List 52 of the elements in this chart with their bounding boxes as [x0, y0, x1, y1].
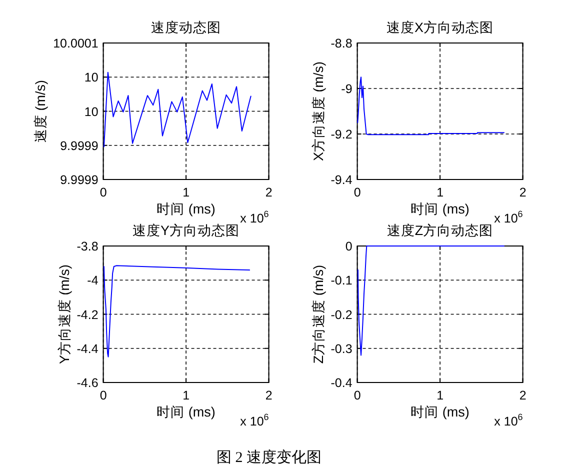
x-tick-label: 2	[519, 186, 526, 200]
y-tick-label: -9.2	[330, 128, 352, 142]
y-tick-label: -4.6	[76, 376, 98, 390]
y-tick-label: -0.1	[330, 274, 352, 288]
y-tick-label: -9	[341, 82, 352, 96]
x-tick-label: 2	[265, 388, 272, 402]
x-tick-label: 1	[436, 186, 444, 200]
chart-title: 速度动态图	[151, 20, 222, 35]
text: x 10$^{6}$	[240, 208, 269, 226]
x-axis-title: 时间 (ms)	[156, 202, 216, 216]
y-tick-label: -8.8	[330, 36, 352, 50]
x-tick-label: 1	[182, 186, 190, 200]
line-series	[103, 72, 252, 148]
line-series	[357, 76, 505, 136]
chart-title: 速度Y方向动态图	[132, 223, 240, 238]
y-tick-label: -4	[87, 274, 98, 288]
text: x 10$^{6}$	[494, 208, 523, 226]
x-tick-label: 0	[354, 186, 361, 200]
y-tick-label: 0	[345, 240, 352, 254]
y-tick-label: 9.9999	[60, 138, 98, 153]
y-tick-label: -0.3	[330, 342, 352, 356]
x-axis-title: 时间 (ms)	[410, 202, 470, 216]
x-tick-label: 2	[265, 186, 272, 200]
chart-title: 速度X方向动态图	[386, 20, 494, 35]
y-tick-label: -0.2	[330, 308, 352, 322]
y-tick-label: 10	[84, 70, 98, 85]
text: x 10$^{6}$	[240, 412, 269, 428]
y-tick-label: -3.8	[76, 240, 98, 254]
y-tick-label: 10	[84, 104, 98, 119]
text: x 10$^{6}$	[494, 412, 523, 428]
x-axis-title: 时间 (ms)	[156, 404, 216, 420]
x-axis-title: 时间 (ms)	[410, 404, 470, 420]
line-series	[103, 265, 250, 358]
y-tick-label: -0.4	[330, 376, 352, 390]
y-axis-title: X方向速度 (m/s)	[310, 62, 326, 161]
caption: 图 2 速度变化图	[216, 449, 322, 466]
x-tick-label: 1	[436, 388, 444, 402]
y-axis-title: Z方向速度 (m/s)	[310, 264, 326, 364]
y-tick-label: -4.4	[76, 342, 98, 356]
chart-title: 速度Z方向动态图	[386, 223, 494, 238]
y-tick-label: -9.4	[330, 173, 352, 187]
x-tick-label: 0	[100, 186, 107, 200]
y-axis-title: 速度 (m/s)	[32, 80, 48, 142]
y-tick-label: 9.9999	[60, 173, 98, 187]
y-tick-label: 10.0001	[53, 36, 98, 50]
x-tick-label: 0	[354, 388, 361, 402]
x-tick-label: 1	[182, 388, 190, 402]
x-tick-label: 0	[100, 388, 107, 402]
y-tick-label: -4.2	[76, 308, 98, 322]
y-axis-title: Y方向速度 (m/s)	[56, 264, 72, 364]
line-series	[357, 246, 505, 356]
x-tick-label: 2	[519, 388, 526, 402]
